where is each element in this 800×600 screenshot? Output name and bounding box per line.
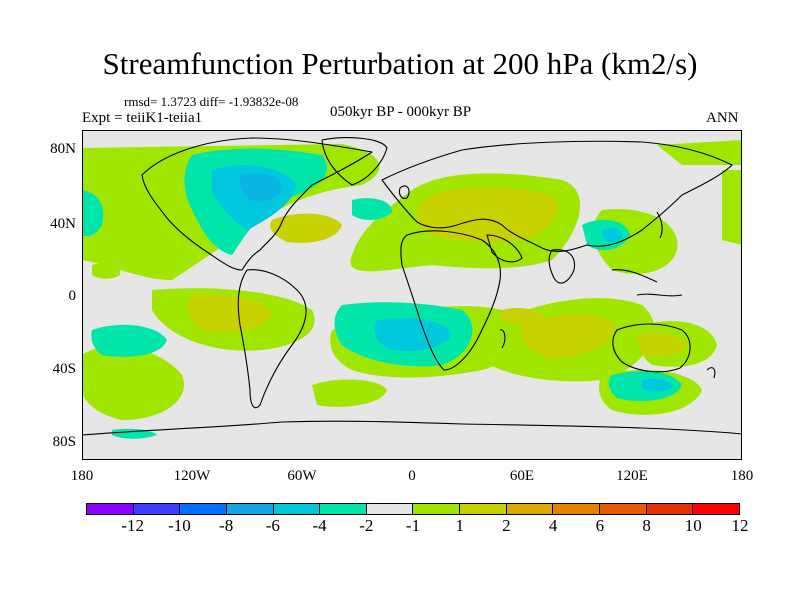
colorbar-cell	[320, 504, 367, 514]
contour-level-neg4-neg6	[239, 173, 282, 202]
colorbar	[86, 503, 740, 515]
colorbar-cell	[366, 504, 414, 514]
map-plot-area	[82, 130, 742, 460]
period-label: 050kyr BP - 000kyr BP	[330, 104, 472, 120]
colorbar-label: 1	[455, 516, 464, 535]
colorbar-label: 8	[642, 516, 651, 535]
colorbar-label: 12	[731, 516, 749, 535]
colorbar-label: -4	[312, 516, 327, 535]
colorbar-cell	[693, 504, 739, 514]
lon-label-0: 0	[408, 468, 416, 484]
lon-label-180w: 180	[70, 468, 94, 484]
colorbar-cell	[646, 504, 694, 514]
colorbar-label: 6	[595, 516, 605, 535]
experiment-label: Expt = teiiK1-teiia1	[82, 110, 203, 126]
colorbar-label: 10	[684, 516, 702, 535]
contour-level-2-4	[187, 187, 687, 359]
colorbar-cell	[553, 504, 601, 514]
colorbar-label: -2	[359, 516, 374, 535]
contour-map	[82, 137, 742, 439]
colorbar-label: -8	[219, 516, 234, 535]
lat-label-80s: 80S	[52, 434, 76, 450]
colorbar-cell	[87, 504, 134, 514]
contour-level-1-2	[82, 140, 742, 420]
colorbar-label: -6	[265, 516, 280, 535]
colorbar-cell	[460, 504, 507, 514]
lon-label-60w: 60W	[287, 468, 317, 484]
season-label: ANN	[706, 110, 739, 126]
lat-label-40s: 40S	[52, 361, 76, 377]
lat-label-0: 0	[68, 288, 77, 304]
lon-label-180e: 180	[730, 468, 754, 484]
stats-line: rmsd= 1.3723 diff= -1.93832e-08	[124, 94, 299, 109]
lon-label-120w: 120W	[173, 468, 211, 484]
colorbar-cell	[133, 504, 181, 514]
colorbar-cell	[506, 504, 554, 514]
lon-label-60e: 60E	[509, 468, 535, 484]
colorbar-label: -12	[121, 516, 145, 535]
colorbar-label: 2	[502, 516, 511, 535]
colorbar-label: 4	[548, 516, 558, 535]
colorbar-label: -1	[405, 516, 421, 535]
colorbar-cell	[226, 504, 274, 514]
colorbar-cell	[273, 504, 321, 514]
colorbar-cell	[413, 504, 461, 514]
colorbar-cell	[180, 504, 227, 514]
lon-label-120e: 120E	[616, 468, 648, 484]
colorbar-cell	[600, 504, 647, 514]
colorbar-label: -10	[168, 516, 191, 535]
coastlines	[82, 137, 742, 436]
lat-label-40n: 40N	[50, 216, 76, 232]
lat-label-80n: 80N	[50, 141, 76, 157]
plot-title: Streamfunction Perturbation at 200 hPa (…	[102, 46, 698, 81]
